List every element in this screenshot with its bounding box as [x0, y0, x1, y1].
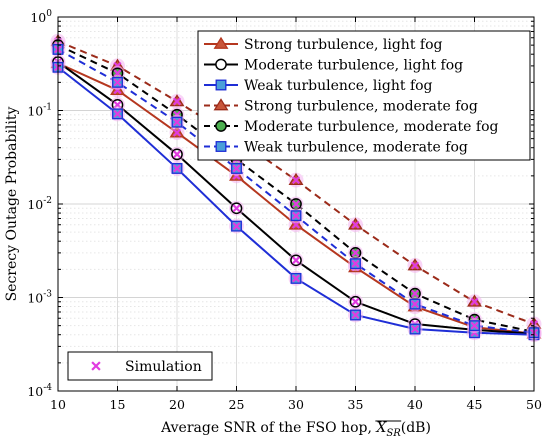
- simulation-point: [351, 220, 360, 229]
- legend-item: Moderate turbulence, light fog: [204, 58, 463, 74]
- simulation-point: [291, 176, 301, 185]
- simulation-point: [172, 150, 182, 159]
- legend-item: Strong turbulence, moderate fog: [204, 98, 478, 115]
- simulation-point: [351, 248, 360, 257]
- x-axis-label-unit: (dB): [401, 420, 431, 436]
- simulation-point: [410, 289, 420, 298]
- simulation-legend-box: [67, 351, 213, 381]
- x-tick-label: 30: [288, 397, 304, 412]
- x-tick-label: 15: [110, 397, 126, 412]
- legend: Strong turbulence, light fog Moderate tur…: [197, 30, 531, 161]
- x-axis-label: Average SNR of the FSO hop, XSR(dB): [160, 420, 431, 439]
- legend-item: Weak turbulence, light fog: [204, 78, 433, 94]
- y-tick-label: 10-2: [27, 196, 52, 212]
- simulation-point: [410, 325, 420, 334]
- y-tick-label: 10-3: [27, 290, 52, 306]
- legend-item: Strong turbulence, light fog: [204, 36, 443, 53]
- x-tick-label: 35: [348, 397, 364, 412]
- x-tick-label: 50: [526, 397, 542, 412]
- simulation-point: [291, 199, 301, 209]
- legend-label: Weak turbulence, light fog: [244, 78, 433, 94]
- y-axis-label: Secrecy Outage Probability: [4, 106, 20, 301]
- legend-marker: [213, 98, 229, 111]
- ticks: 10 15 20 25 30 35 40 45 50 100 10-1 10-2 10-3 10-4: [27, 9, 542, 412]
- legend-label: Moderate turbulence, light fog: [244, 58, 463, 74]
- simulation-point: [291, 256, 301, 265]
- x-tick-label: 25: [229, 397, 245, 412]
- simulation-legend: Simulation: [67, 351, 213, 381]
- simulation-point: [232, 222, 241, 231]
- series-line: [57, 44, 535, 333]
- x-tick-label: 45: [467, 397, 483, 412]
- legend-marker: [213, 36, 229, 49]
- legend-label: Moderate turbulence, moderate fog: [244, 119, 498, 135]
- simulation-point: [351, 297, 360, 306]
- legend-marker: [215, 141, 227, 152]
- simulation-point: [470, 297, 479, 306]
- x-tick-label: 20: [169, 397, 185, 412]
- legend-label: Weak turbulence, moderate fog: [244, 140, 468, 156]
- simulation-point: [410, 261, 420, 270]
- legend-marker: [215, 58, 227, 71]
- x-axis-label-math: X: [375, 420, 387, 436]
- simulation-legend-label: Simulation: [125, 359, 202, 375]
- x-tick-label: 40: [407, 397, 423, 412]
- legend-label: Strong turbulence, moderate fog: [244, 99, 478, 115]
- legend-item: Moderate turbulence, moderate fog: [204, 119, 498, 135]
- y-tick-label: 10-4: [27, 383, 52, 399]
- y-tick-label: 10-1: [27, 103, 52, 119]
- y-tick-label: 100: [30, 9, 52, 25]
- simulation-point: [113, 109, 122, 118]
- simulation-point: [232, 204, 241, 213]
- simulation-point: [113, 78, 122, 87]
- simulation-point: [172, 164, 182, 173]
- simulation-legend-marker: [91, 361, 101, 371]
- simulation-point: [351, 310, 360, 320]
- simulation-point: [410, 300, 420, 309]
- x-tick-label: 10: [50, 397, 66, 412]
- x-axis-label-text: Average SNR of the FSO hop,: [160, 420, 376, 436]
- simulation-point: [351, 259, 360, 268]
- simulation-point: [232, 164, 241, 173]
- legend-label: Strong turbulence, light fog: [244, 37, 443, 53]
- simulation-point: [291, 274, 301, 283]
- simulation-point: [172, 118, 182, 127]
- legend-marker: [215, 79, 227, 91]
- simulation-point: [291, 211, 301, 220]
- simulation-point: [470, 321, 479, 330]
- legend-box: [197, 30, 531, 161]
- legend-item: Weak turbulence, moderate fog: [204, 140, 468, 156]
- legend-marker: [215, 120, 227, 132]
- simulation-point: [172, 97, 182, 106]
- x-axis-label-sub: SR: [386, 428, 401, 439]
- simulation-point: [172, 128, 182, 137]
